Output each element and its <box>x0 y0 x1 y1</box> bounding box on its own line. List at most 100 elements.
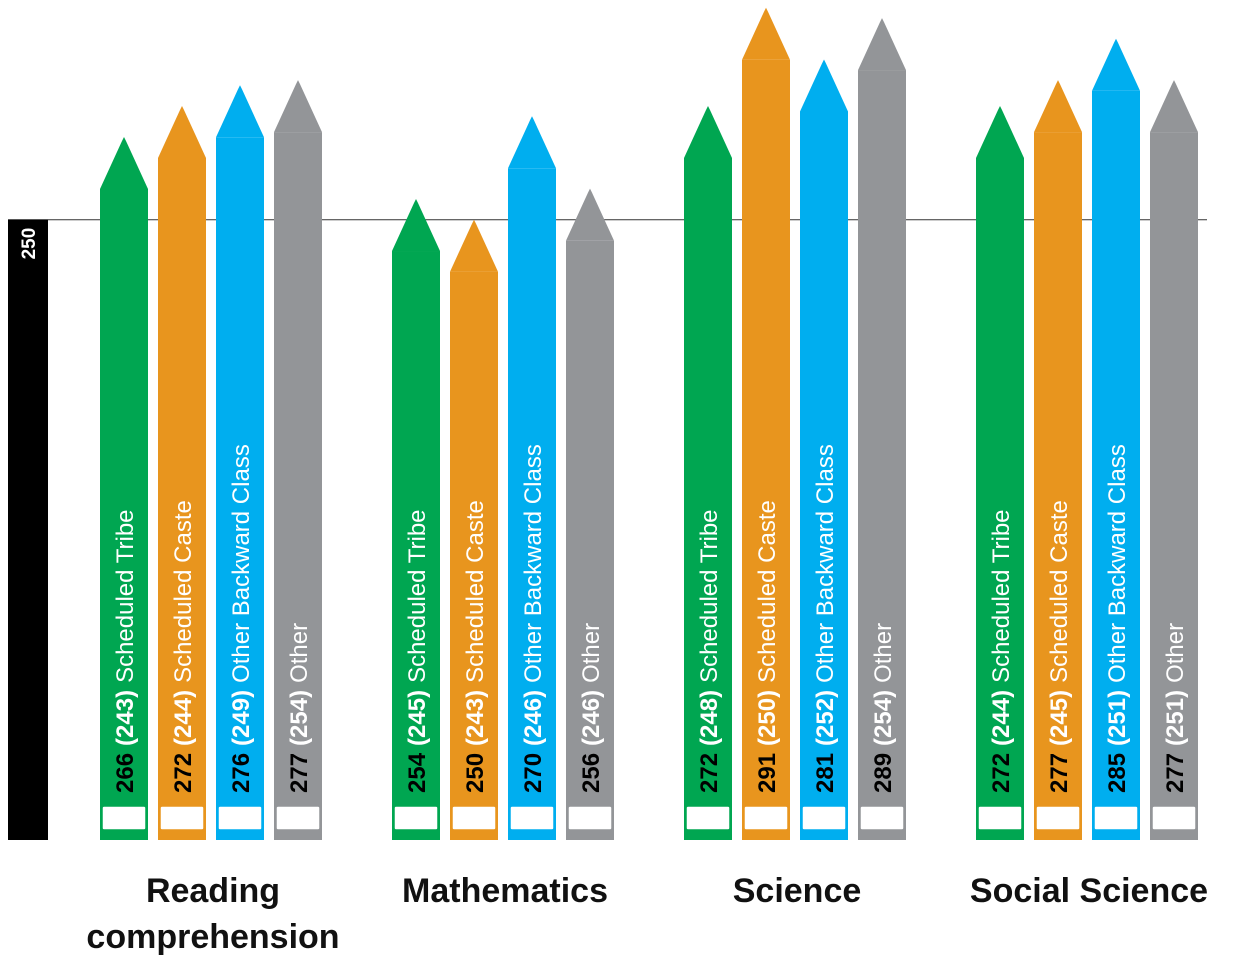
pencil-band <box>217 805 263 831</box>
previous-label: (254) <box>870 690 897 746</box>
pencil-tip <box>508 116 556 169</box>
previous-label: (252) <box>812 690 839 746</box>
pencil-body <box>1092 90 1140 841</box>
bar-label: 272 (244) Scheduled Tribe <box>988 509 1015 793</box>
pencil-body <box>800 111 848 840</box>
series-name: Scheduled Caste <box>170 500 197 683</box>
pencil-tip <box>158 105 206 158</box>
value-label: 285 <box>1104 753 1131 793</box>
value-label: 277 <box>1162 753 1189 793</box>
previous-label: (245) <box>1046 690 1073 746</box>
value-label: 289 <box>870 753 897 793</box>
pencil-band <box>801 805 847 831</box>
pencil-tip <box>216 85 264 138</box>
previous-label: (251) <box>1162 690 1189 746</box>
value-label: 266 <box>112 753 139 793</box>
previous-label: (246) <box>578 690 605 746</box>
pencil-body <box>858 70 906 841</box>
pencil-body <box>450 271 498 840</box>
pencil-body <box>1034 132 1082 841</box>
bar-label: 289 (254) Other <box>870 623 897 793</box>
value-label: 272 <box>170 753 197 793</box>
previous-label: (248) <box>696 690 723 746</box>
pencil-band <box>567 805 613 831</box>
pencil-body <box>216 137 264 841</box>
series-name: Scheduled Tribe <box>696 509 723 682</box>
bar-label: 277 (245) Scheduled Caste <box>1046 500 1073 793</box>
pencil-body <box>976 157 1024 840</box>
bar-label: 272 (244) Scheduled Caste <box>170 500 197 793</box>
previous-label: (246) <box>520 690 547 746</box>
series-name: Other <box>286 623 313 683</box>
pencil-tip <box>800 59 848 112</box>
previous-label: (245) <box>404 690 431 746</box>
pencil-band <box>1151 805 1197 831</box>
pencil-tip <box>392 199 440 252</box>
pencil-tip <box>1150 80 1198 133</box>
pencil-tip <box>450 219 498 272</box>
series-name: Other Backward Class <box>228 444 255 683</box>
series-name: Other Backward Class <box>812 444 839 683</box>
pencil-tip <box>1092 38 1140 91</box>
pencil-body <box>566 240 614 840</box>
y-tick-label: 250 <box>19 228 40 260</box>
bar-label: 256 (246) Other <box>578 623 605 793</box>
pencil-band <box>101 805 147 831</box>
pencil-tip <box>566 188 614 241</box>
pencil-tip <box>742 7 790 60</box>
pencil-body <box>742 59 790 840</box>
pencil-band <box>685 805 731 831</box>
previous-label: (244) <box>988 690 1015 746</box>
previous-label: (251) <box>1104 690 1131 746</box>
value-label: 270 <box>520 753 547 793</box>
series-name: Other <box>1162 623 1189 683</box>
pencil-band <box>743 805 789 831</box>
value-label: 272 <box>696 753 723 793</box>
series-name: Other <box>870 623 897 683</box>
bar-label: 250 (243) Scheduled Caste <box>462 500 489 793</box>
pencil-band <box>977 805 1023 831</box>
series-name: Scheduled Caste <box>462 500 489 683</box>
x-tick-label: Social Science <box>969 872 1209 910</box>
series-name: Scheduled Caste <box>1046 500 1073 683</box>
bar-label: 281 (252) Other Backward Class <box>812 444 839 793</box>
pencil-tip <box>858 18 906 71</box>
x-tick-label: Mathematics <box>402 872 608 910</box>
pencil-tip <box>100 136 148 189</box>
value-label: 254 <box>404 752 431 793</box>
value-label: 277 <box>286 753 313 793</box>
series-name: Scheduled Caste <box>754 500 781 683</box>
x-tick-label: Science <box>732 872 862 910</box>
previous-label: (254) <box>286 690 313 746</box>
series-name: Other <box>578 623 605 683</box>
reference-bar <box>8 219 48 840</box>
x-tick-label: Reading comprehension <box>86 872 340 956</box>
pencil-band <box>859 805 905 831</box>
pencil-tip <box>684 105 732 158</box>
series-name: Scheduled Tribe <box>112 509 139 682</box>
pencil-band <box>451 805 497 831</box>
pencil-band <box>1035 805 1081 831</box>
value-label: 250 <box>462 753 489 793</box>
pencil-body <box>684 157 732 840</box>
value-label: 277 <box>1046 753 1073 793</box>
pencil-band <box>159 805 205 831</box>
pencil-body <box>274 132 322 841</box>
pencil-body <box>1150 132 1198 841</box>
pencil-band <box>393 805 439 831</box>
bar-label: 270 (246) Other Backward Class <box>520 444 547 793</box>
previous-label: (244) <box>170 690 197 746</box>
pencil-body <box>100 188 148 840</box>
bar-label: 276 (249) Other Backward Class <box>228 444 255 793</box>
bar-label: 254 (245) Scheduled Tribe <box>404 509 431 793</box>
bar-label: 266 (243) Scheduled Tribe <box>112 509 139 793</box>
pencil-band <box>275 805 321 831</box>
series-name: Other Backward Class <box>1104 444 1131 683</box>
bar-label: 277 (254) Other <box>286 623 313 793</box>
previous-label: (250) <box>754 690 781 746</box>
series-name: Scheduled Tribe <box>404 509 431 682</box>
previous-label: (243) <box>112 690 139 746</box>
pencil-band <box>509 805 555 831</box>
